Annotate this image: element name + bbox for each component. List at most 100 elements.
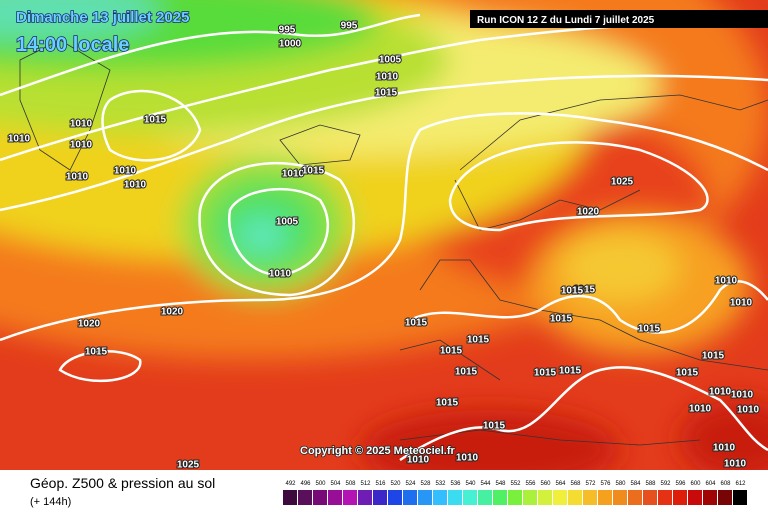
footer-title: Géop. Z500 & pression au sol [30, 475, 215, 491]
isobar-label: 1010 [269, 269, 292, 280]
isobar-label: 1010 [730, 298, 753, 309]
copyright: Copyright © 2025 Meteociel.fr [300, 445, 456, 457]
colorbar-swatch [658, 490, 672, 505]
forecast-time: 14:00 locale [16, 34, 129, 56]
colorbar-label: 564 [555, 481, 566, 487]
isobar-label: 1015 [483, 421, 506, 432]
colorbar-label: 536 [450, 481, 461, 487]
isobar-label: 1010 [724, 459, 747, 470]
colorbar-swatch [718, 490, 732, 505]
colorbar-swatch [643, 490, 657, 505]
isobar-label: 1010 [124, 180, 147, 191]
field-zone [680, 400, 768, 470]
colorbar-label: 520 [390, 481, 401, 487]
colorbar-label: 516 [375, 481, 386, 487]
isobar [198, 161, 355, 297]
isobar-label: 1015 [375, 88, 398, 99]
colorbar-label: 540 [465, 481, 476, 487]
isobar-label: 1020 [78, 319, 101, 330]
isobar-label: 1010 [715, 276, 738, 287]
colorbar-label: 544 [480, 481, 491, 487]
isobar-label: 1010 [731, 390, 754, 401]
colorbar-label: 584 [630, 481, 641, 487]
colorbar-label: 572 [585, 481, 596, 487]
colorbar-swatch [493, 490, 507, 505]
colorbar-label: 508 [345, 481, 356, 487]
colorbar-label: 600 [690, 481, 701, 487]
isobar [228, 187, 330, 277]
colorbar-swatch [358, 490, 372, 505]
field-zone [560, 233, 680, 303]
isobar-label: 1015 [436, 398, 459, 409]
isobar-label: 1010 [282, 169, 305, 180]
isobar-labels: 995 995 1000 1005 1010 1015 1010 1010 10… [7, 20, 761, 472]
colorbar-swatch [463, 490, 477, 505]
colorbar-label: 504 [330, 481, 341, 487]
isobar-label: 1005 [379, 55, 402, 66]
isobar-label: 1010 [8, 134, 31, 145]
colorbar-label: 580 [615, 481, 626, 487]
isobar [0, 74, 768, 212]
colorbar-label: 524 [405, 481, 416, 487]
isobar-label: 1015 [405, 318, 428, 329]
colorbar-label: 596 [675, 481, 686, 487]
isobar-label: 1015 [302, 166, 325, 177]
colorbar-swatch [523, 490, 537, 505]
colorbar-label: 568 [570, 481, 581, 487]
colorbar-label: 560 [540, 481, 551, 487]
run-box [470, 10, 768, 28]
colorbar-label: 548 [495, 481, 506, 487]
colorbar-swatch [433, 490, 447, 505]
colorbar-swatch [478, 490, 492, 505]
colorbar-label: 556 [525, 481, 536, 487]
field-zone [0, 0, 160, 40]
isobar-label: 1010 [70, 140, 93, 151]
isobar-label: 1010 [66, 172, 89, 183]
isobar [58, 350, 142, 383]
isobar [399, 366, 768, 462]
colorbar-swatch [418, 490, 432, 505]
colorbar-label: 588 [645, 481, 656, 487]
colorbar-swatch [613, 490, 627, 505]
colorbar-label: 592 [660, 481, 671, 487]
field-zone [237, 217, 287, 253]
isobar-label: 1010 [70, 119, 93, 130]
colorbar-swatch [328, 490, 342, 505]
colorbar-swatch [388, 490, 402, 505]
colorbar-swatch [508, 490, 522, 505]
isobar-label: 1010 [407, 455, 430, 466]
colorbar-swatch [568, 490, 582, 505]
isobar [101, 89, 202, 162]
isobar-label: 1015 [559, 366, 582, 377]
field [0, 0, 768, 470]
isobar-label: 1000 [279, 39, 302, 50]
forecast-date: Dimanche 13 juillet 2025 [16, 9, 189, 26]
colorbar-swatch [598, 490, 612, 505]
colorbar-label: 552 [510, 481, 521, 487]
field-zone [360, 410, 620, 470]
isobar-label: 1010 [376, 72, 399, 83]
isobar-label: 1010 [713, 443, 736, 454]
isobar [0, 13, 421, 97]
isobar-label: 1015 [85, 347, 108, 358]
colorbar-swatch [373, 490, 387, 505]
colorbar-swatch [298, 490, 312, 505]
isobar [0, 112, 768, 342]
isobar-label: 1020 [577, 207, 600, 218]
colorbar-swatch [283, 490, 297, 505]
colorbar-swatch [673, 490, 687, 505]
colorbar-swatch [403, 490, 417, 505]
colorbar-label: 512 [360, 481, 371, 487]
colorbar-label: 608 [720, 481, 731, 487]
isobar-label: 1010 [456, 453, 479, 464]
colorbar-swatch [553, 490, 567, 505]
colorbar-label: 496 [300, 481, 311, 487]
colorbar-label: 492 [285, 481, 296, 487]
colorbar-swatch [313, 490, 327, 505]
colorbar-swatch [448, 490, 462, 505]
isobar-label: 1020 [161, 307, 184, 318]
isobar-label: 1015 [144, 115, 167, 126]
isobar-label: 995 [279, 25, 296, 36]
isobar [409, 280, 768, 334]
colorbar-label: 532 [435, 481, 446, 487]
